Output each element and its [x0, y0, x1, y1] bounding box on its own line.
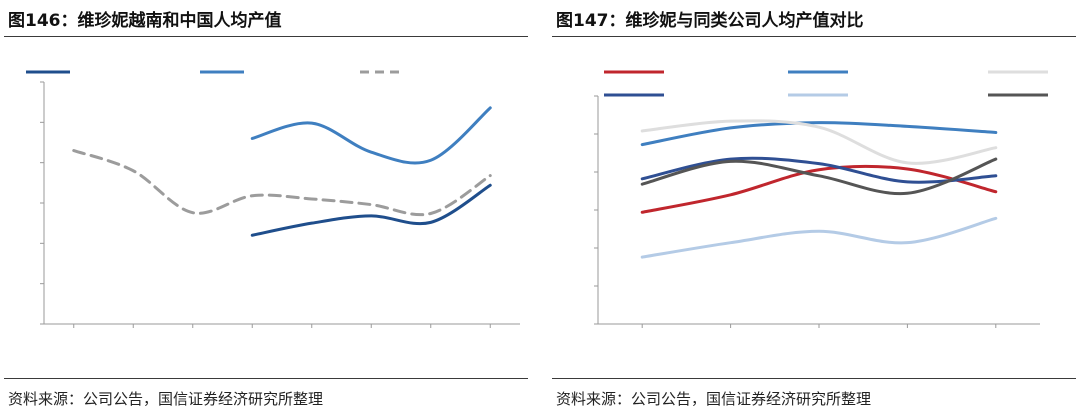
series-line-1 [250, 106, 492, 165]
series-line-5 [640, 157, 998, 196]
peer-comparison-chart [594, 70, 1048, 328]
figure-title-147: 图147：维珍妮与同类公司人均产值对比 [556, 11, 864, 31]
series-line-2 [72, 149, 492, 217]
bottom-rule [4, 378, 528, 379]
right-figure-panel: 图147：维珍妮与同类公司人均产值对比 资料来源：公司公告，国信证券经济研究所整… [548, 0, 1080, 418]
top-rule [552, 36, 1076, 37]
bottom-rule [552, 378, 1076, 379]
source-note: 资料来源：公司公告，国信证券经济研究所整理 [8, 390, 324, 408]
series-line-1 [640, 121, 998, 147]
series-line-0 [640, 164, 998, 214]
series-line-4 [640, 216, 998, 259]
series-line-3 [640, 156, 998, 184]
series-line-0 [250, 183, 492, 237]
series-line-2 [640, 119, 998, 165]
top-rule [4, 36, 528, 37]
source-note: 资料来源：公司公告，国信证券经济研究所整理 [556, 390, 872, 408]
left-figure-panel: 图146：维珍妮越南和中国人均产值 资料来源：公司公告，国信证券经济研究所整理 [0, 0, 532, 418]
vietnam-china-output-chart [26, 70, 520, 328]
figure-title-146: 图146：维珍妮越南和中国人均产值 [8, 11, 282, 31]
